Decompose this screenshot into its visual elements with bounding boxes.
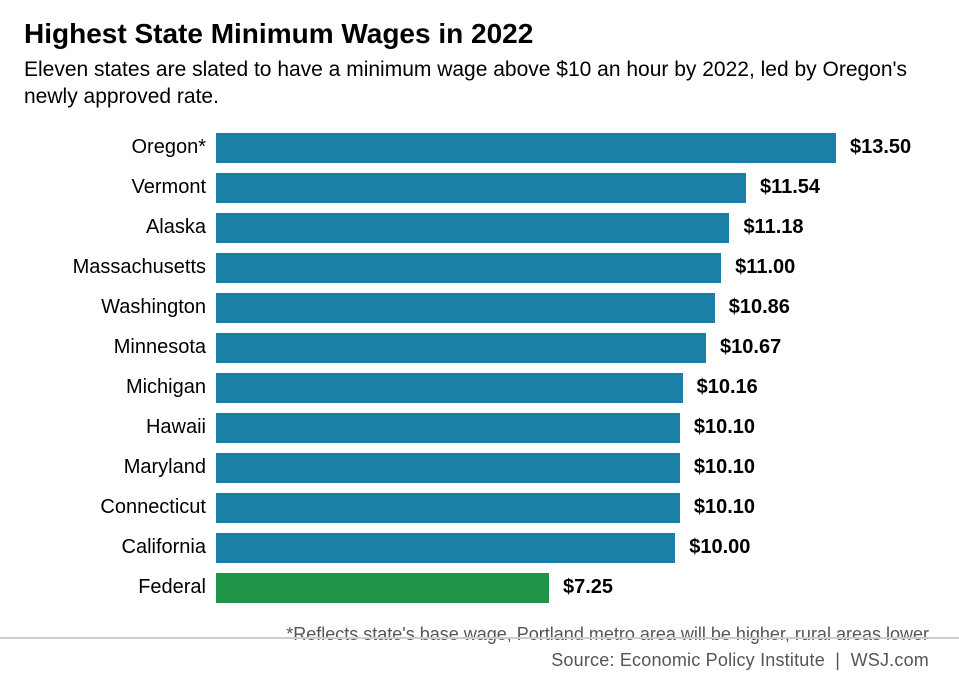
- bar-label: Oregon*: [24, 136, 216, 159]
- bar-cell: $13.50: [216, 129, 935, 167]
- bar: [216, 493, 680, 523]
- bar-row: California $10.00: [24, 529, 935, 567]
- bar-value: $10.10: [694, 496, 755, 519]
- bar-row: Vermont $11.54: [24, 169, 935, 207]
- chart-title: Highest State Minimum Wages in 2022: [24, 18, 935, 50]
- bar-label: Minnesota: [24, 336, 216, 359]
- bar-value: $10.10: [694, 416, 755, 439]
- bar: [216, 413, 680, 443]
- bar-value: $10.10: [694, 456, 755, 479]
- source-line: Source: Economic Policy Institute | WSJ.…: [216, 647, 929, 673]
- bar-value: $10.67: [720, 336, 781, 359]
- bar-cell: $10.10: [216, 409, 935, 447]
- bar-cell: $11.18: [216, 209, 935, 247]
- bar-row: Federal $7.25: [24, 569, 935, 607]
- bar-row: Washington $10.86: [24, 289, 935, 327]
- bar: [216, 453, 680, 483]
- bar: [216, 293, 715, 323]
- bar: [216, 213, 729, 243]
- footnote-block: *Reflects state's base wage, Portland me…: [24, 621, 935, 673]
- bar-value: $11.18: [743, 216, 803, 239]
- bar-value: $13.50: [850, 136, 911, 159]
- bar: [216, 533, 675, 563]
- bar-value: $11.54: [760, 176, 820, 199]
- bar-row: Minnesota $10.67: [24, 329, 935, 367]
- bar-label: Connecticut: [24, 496, 216, 519]
- bar-label: Michigan: [24, 376, 216, 399]
- bar: [216, 333, 706, 363]
- footnote-text: *Reflects state's base wage, Portland me…: [216, 621, 929, 647]
- bar: [216, 573, 549, 603]
- bar-label: Alaska: [24, 216, 216, 239]
- bar-cell: $11.00: [216, 249, 935, 287]
- bar-value: $10.16: [697, 376, 758, 399]
- bar-label: Hawaii: [24, 416, 216, 439]
- bar-label: California: [24, 536, 216, 559]
- chart-subtitle: Eleven states are slated to have a minim…: [24, 56, 935, 111]
- bar-cell: $10.10: [216, 449, 935, 487]
- bar-label: Maryland: [24, 456, 216, 479]
- bar: [216, 173, 746, 203]
- bar-cell: $11.54: [216, 169, 935, 207]
- bar-row: Maryland $10.10: [24, 449, 935, 487]
- bar-value: $7.25: [563, 576, 613, 599]
- bar-row: Connecticut $10.10: [24, 489, 935, 527]
- bar-value: $10.86: [729, 296, 790, 319]
- bar-label: Massachusetts: [24, 256, 216, 279]
- bar-row: Michigan $10.16: [24, 369, 935, 407]
- bar-chart: Oregon* $13.50 Vermont $11.54 Alaska $11.18 Ma…: [24, 129, 935, 607]
- bar-value: $10.00: [689, 536, 750, 559]
- bar-label: Washington: [24, 296, 216, 319]
- bar-row: Hawaii $10.10: [24, 409, 935, 447]
- bar: [216, 253, 721, 283]
- bar-cell: $10.16: [216, 369, 935, 407]
- bar-cell: $10.67: [216, 329, 935, 367]
- bar-row: Alaska $11.18: [24, 209, 935, 247]
- bar-cell: $10.86: [216, 289, 935, 327]
- bar-cell: $10.00: [216, 529, 935, 567]
- bar-label: Vermont: [24, 176, 216, 199]
- bar-row: Oregon* $13.50: [24, 129, 935, 167]
- bar-row: Massachusetts $11.00: [24, 249, 935, 287]
- bar-cell: $7.25: [216, 569, 935, 607]
- bar: [216, 373, 683, 403]
- bar: [216, 133, 836, 163]
- bar-label: Federal: [24, 576, 216, 599]
- bar-value: $11.00: [735, 256, 795, 279]
- bar-cell: $10.10: [216, 489, 935, 527]
